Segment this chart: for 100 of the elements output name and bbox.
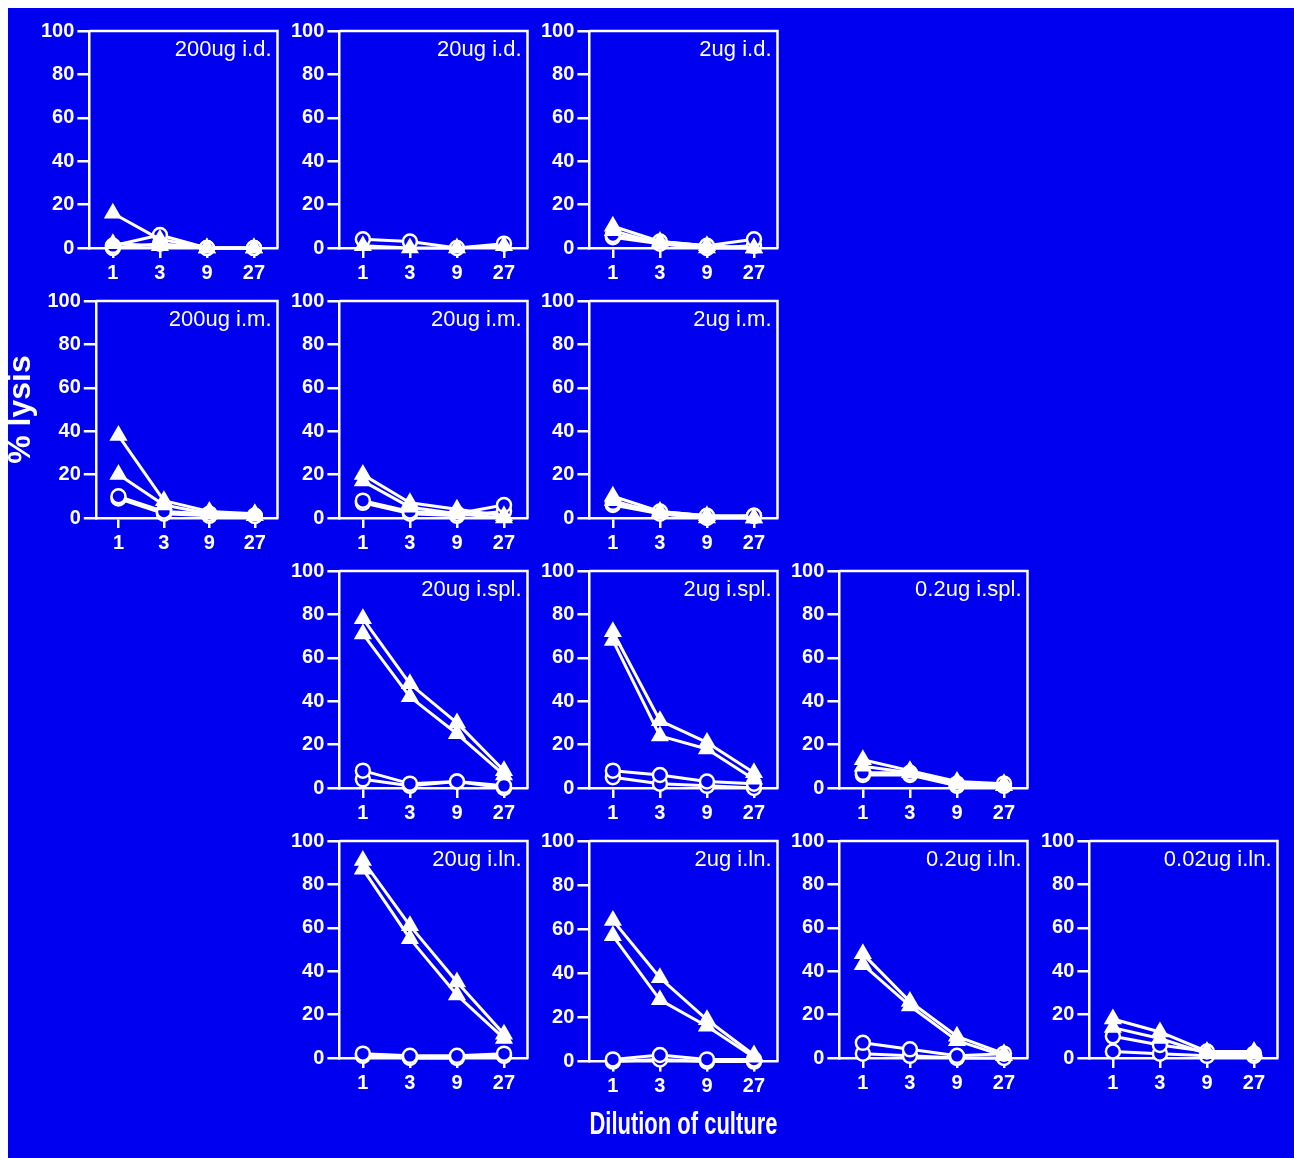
chart-title: 2ug i.spl. — [683, 576, 772, 602]
y-tick-label: 40 — [302, 958, 325, 981]
y-tick-label: 60 — [802, 645, 825, 668]
y-tick-label: 60 — [552, 375, 575, 398]
x-tick-label: 27 — [992, 800, 1016, 823]
y-tick-label: 40 — [552, 418, 575, 441]
x-tick-label: 3 — [904, 1070, 916, 1093]
x-tick-label: 3 — [1154, 1070, 1166, 1093]
y-tick-label: 40 — [552, 688, 575, 711]
y-tick-label: 60 — [302, 105, 325, 128]
y-tick-label: 0 — [563, 1049, 575, 1072]
x-tick-label: 27 — [242, 260, 266, 283]
y-tick-label: 80 — [302, 871, 325, 894]
x-tick-label: 27 — [742, 260, 766, 283]
x-tick-label: 3 — [404, 1070, 416, 1093]
x-tick-label: 1 — [857, 800, 869, 823]
x-tick-label: 3 — [654, 800, 666, 823]
y-tick-label: 0 — [313, 1045, 325, 1068]
x-tick-label: 1 — [112, 530, 125, 553]
chart-title: 0.2ug i.spl. — [915, 576, 1022, 602]
y-tick-label: 0 — [1063, 1045, 1075, 1068]
y-tick-label: 0 — [69, 505, 81, 528]
x-tick-label: 9 — [951, 1070, 963, 1093]
y-tick-label: 100 — [540, 18, 575, 41]
chart-title: 20ug i.m. — [431, 306, 522, 332]
x-tick-label: 9 — [451, 1070, 463, 1093]
x-tick-label: 9 — [203, 530, 215, 553]
x-tick-label: 27 — [742, 800, 766, 823]
x-tick-label: 1 — [607, 1074, 619, 1097]
y-tick-label: 80 — [302, 61, 325, 84]
x-tick-label: 9 — [201, 260, 213, 283]
y-tick-label: 20 — [552, 1005, 575, 1027]
x-tick-label: 3 — [654, 260, 666, 283]
x-tick-label: 9 — [1201, 1070, 1213, 1093]
y-tick-label: 80 — [552, 61, 575, 84]
y-tick-label: 20 — [552, 732, 575, 755]
x-tick-label: 27 — [992, 1070, 1016, 1093]
x-tick-label: 3 — [404, 260, 416, 283]
y-tick-label: 60 — [552, 645, 575, 668]
y-tick-label: 0 — [63, 235, 75, 258]
x-tick-label: 3 — [404, 530, 416, 553]
y-tick-label: 60 — [52, 105, 75, 128]
x-tick-label: 3 — [654, 530, 666, 553]
y-tick-label: 0 — [563, 775, 575, 798]
y-tick-label: 20 — [802, 1002, 825, 1025]
x-tick-label: 27 — [492, 1070, 516, 1093]
x-tick-label: 1 — [607, 260, 619, 283]
y-tick-label: 100 — [290, 288, 325, 311]
y-tick-label: 80 — [552, 872, 575, 895]
chart-title: 2ug i.d. — [699, 36, 772, 62]
y-tick-label: 60 — [1052, 915, 1075, 938]
chart-title: 20ug i.spl. — [421, 576, 522, 602]
y-tick-label: 40 — [52, 148, 75, 171]
x-tick-label: 9 — [701, 260, 713, 283]
x-tick-label: 3 — [654, 1074, 666, 1097]
x-tick-label: 27 — [742, 1074, 766, 1097]
y-tick-label: 80 — [802, 601, 825, 624]
y-tick-label: 20 — [302, 732, 325, 755]
y-tick-label: 40 — [302, 418, 325, 441]
y-tick-label: 80 — [302, 601, 325, 624]
y-tick-label: 80 — [1052, 871, 1075, 894]
x-tick-label: 1 — [1107, 1070, 1119, 1093]
x-tick-label: 9 — [451, 530, 463, 553]
y-tick-label: 0 — [313, 235, 325, 258]
x-tick-label: 1 — [357, 530, 369, 553]
y-tick-label: 80 — [802, 871, 825, 894]
x-tick-label: 3 — [904, 800, 916, 823]
y-tick-label: 60 — [302, 645, 325, 668]
y-tick-label: 20 — [302, 462, 325, 485]
chart-title: 0.02ug i.ln. — [1163, 846, 1272, 872]
chart-title: 20ug i.d. — [437, 36, 522, 62]
chart-title: 0.2ug i.ln. — [926, 846, 1022, 872]
y-tick-label: 40 — [58, 418, 81, 441]
y-tick-label: 60 — [802, 915, 825, 938]
y-tick-label: 20 — [552, 462, 575, 485]
x-tick-label: 27 — [1242, 1070, 1266, 1093]
x-tick-label: 9 — [701, 800, 713, 823]
y-tick-label: 20 — [302, 192, 325, 215]
y-tick-label: 20 — [552, 192, 575, 215]
y-tick-label: 0 — [813, 1045, 825, 1068]
y-tick-label: 100 — [790, 828, 825, 851]
x-tick-label: 27 — [243, 530, 266, 553]
y-tick-label: 0 — [563, 505, 575, 528]
x-tick-label: 1 — [357, 260, 369, 283]
y-tick-label: 20 — [302, 1002, 325, 1025]
x-tick-label: 9 — [451, 800, 463, 823]
y-tick-label: 100 — [290, 828, 325, 851]
y-tick-label: 100 — [40, 18, 75, 41]
y-tick-label: 60 — [302, 375, 325, 398]
y-tick-label: 20 — [802, 732, 825, 755]
y-tick-label: 0 — [563, 235, 575, 258]
y-tick-label: 80 — [58, 331, 81, 354]
y-tick-label: 20 — [58, 462, 81, 485]
x-tick-label: 1 — [357, 1070, 369, 1093]
y-tick-label: 80 — [302, 331, 325, 354]
x-tick-label: 1 — [607, 800, 619, 823]
y-tick-label: 40 — [552, 148, 575, 171]
x-tick-label: 27 — [492, 800, 516, 823]
y-tick-label: 100 — [47, 288, 81, 311]
y-tick-label: 60 — [552, 916, 575, 939]
